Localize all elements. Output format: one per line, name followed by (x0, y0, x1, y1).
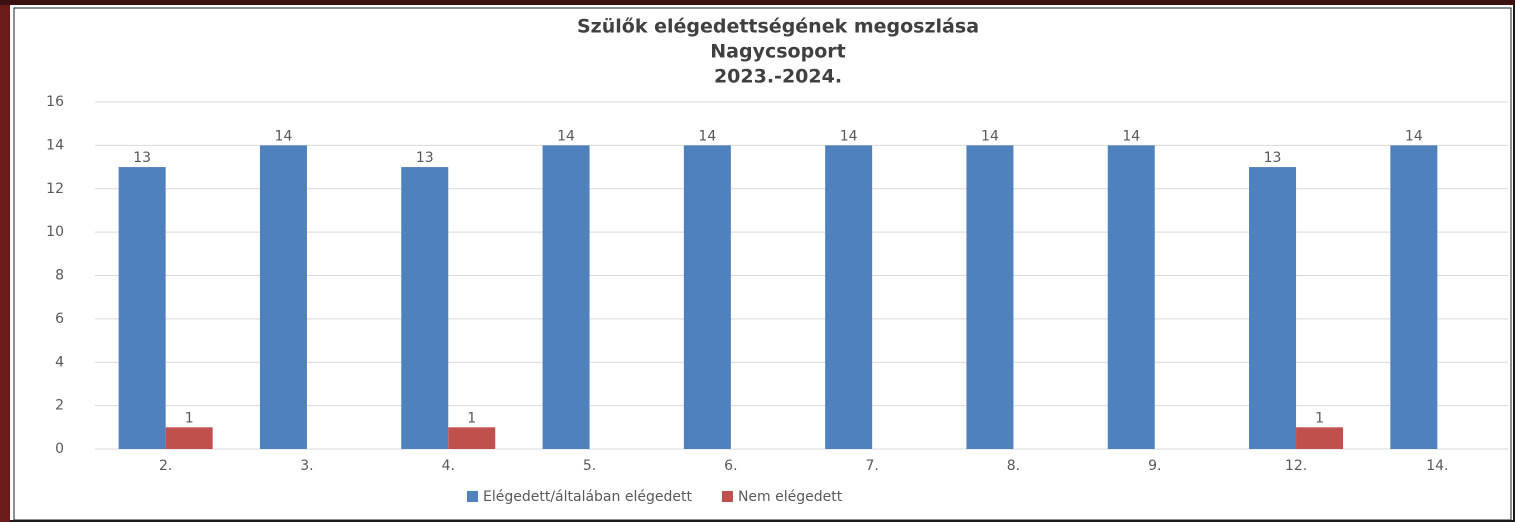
bar (542, 145, 590, 449)
y-tick-label: 8 (55, 268, 64, 284)
x-tick-label: 9. (1148, 458, 1161, 474)
bar (966, 145, 1014, 449)
chart-title: 2023.-2024. (714, 66, 842, 88)
x-tick-label: 3. (300, 458, 313, 474)
frame-left (0, 0, 10, 522)
data-label: 1 (185, 410, 194, 426)
data-label: 14 (1122, 128, 1140, 144)
data-label: 14 (981, 128, 999, 144)
y-tick-label: 0 (55, 441, 64, 457)
data-label: 14 (1405, 128, 1423, 144)
data-label: 1 (467, 410, 476, 426)
y-tick-label: 12 (46, 181, 64, 197)
legend-swatch (721, 491, 733, 502)
x-tick-label: 7. (865, 458, 878, 474)
chart-title: Nagycsoport (710, 41, 845, 63)
x-tick-label: 6. (724, 458, 737, 474)
bar (118, 167, 166, 449)
data-label: 13 (1264, 150, 1282, 166)
x-tick-label: 5. (583, 458, 596, 474)
bar (1249, 167, 1297, 449)
bar (825, 145, 873, 449)
legend-swatch (467, 491, 478, 502)
chart-title: Szülők elégedettségének megoszlása (577, 16, 979, 38)
y-tick-label: 4 (55, 354, 64, 370)
legend-label: Nem elégedett (738, 489, 843, 505)
data-label: 14 (275, 128, 293, 144)
y-tick-label: 2 (55, 398, 64, 414)
bar (1390, 145, 1438, 449)
bar (683, 145, 731, 449)
data-label: 14 (698, 128, 716, 144)
bar (401, 167, 449, 449)
y-tick-label: 16 (46, 94, 64, 110)
x-tick-label: 2. (159, 458, 172, 474)
bar (1296, 427, 1344, 449)
y-tick-label: 10 (46, 224, 64, 240)
x-tick-label: 14. (1426, 458, 1448, 474)
legend-label: Elégedett/általában elégedett (483, 489, 692, 505)
data-label: 13 (133, 150, 151, 166)
bar (165, 427, 213, 449)
data-label: 14 (557, 128, 575, 144)
x-tick-label: 8. (1007, 458, 1020, 474)
data-label: 1 (1315, 410, 1324, 426)
frame-top (0, 0, 1515, 5)
x-tick-label: 4. (442, 458, 455, 474)
bar (448, 427, 496, 449)
bar (1107, 145, 1155, 449)
bar (259, 145, 307, 449)
data-label: 14 (840, 128, 858, 144)
y-tick-label: 14 (46, 137, 64, 153)
x-tick-label: 12. (1285, 458, 1307, 474)
y-tick-label: 6 (55, 311, 64, 327)
data-label: 13 (416, 150, 434, 166)
inner-frame (13, 7, 1512, 521)
